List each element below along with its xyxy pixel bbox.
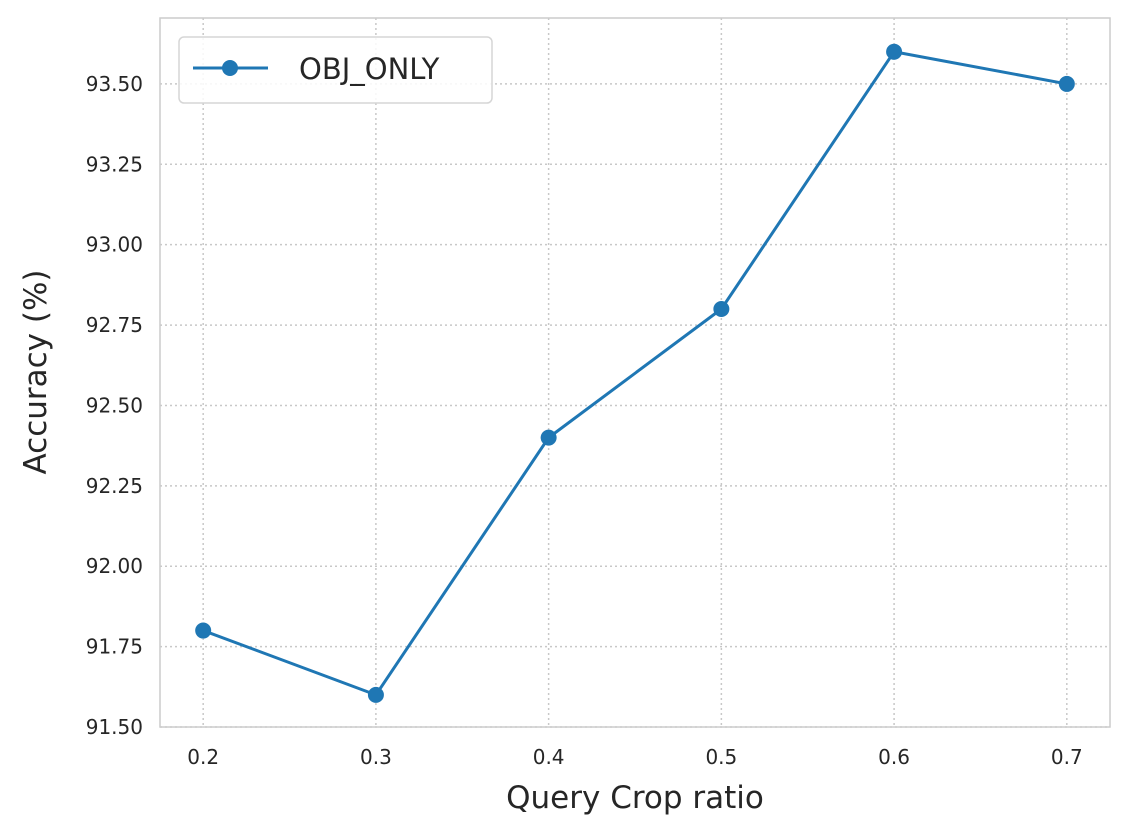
- y-tick-label: 93.25: [86, 152, 143, 176]
- data-point: [540, 429, 557, 446]
- x-tick-label: 0.6: [878, 745, 910, 769]
- y-axis-label: Accuracy (%): [18, 269, 54, 474]
- data-point: [195, 622, 212, 639]
- legend-box: [178, 36, 493, 104]
- x-tick-label: 0.3: [360, 745, 392, 769]
- y-tick-label: 91.75: [86, 635, 143, 659]
- data-marks: [195, 43, 1075, 703]
- legend-marker-swatch: [222, 60, 238, 76]
- plot-frame: [159, 17, 1111, 728]
- x-tick-label: 0.7: [1051, 745, 1083, 769]
- data-point: [1058, 75, 1075, 92]
- x-tick-label: 0.5: [705, 745, 737, 769]
- x-tick-label: 0.2: [187, 745, 219, 769]
- y-tick-label: 92.00: [86, 554, 143, 578]
- series-line: [202, 50, 1068, 697]
- x-tick-label: 0.4: [533, 745, 565, 769]
- data-point: [367, 686, 384, 703]
- legend: OBJ_ONLY: [178, 36, 493, 104]
- y-tick-label: 92.25: [86, 474, 143, 498]
- data-point: [886, 43, 903, 60]
- y-tick-label: 92.75: [86, 313, 143, 337]
- data-point: [713, 300, 730, 317]
- tick-labels: 0.2 0.3 0.4 0.5 0.6 0.7 91.50 91.75 92.00 92.25 92…: [86, 72, 1083, 769]
- y-tick-label: 93.50: [86, 72, 143, 96]
- y-tick-label: 91.50: [86, 715, 143, 739]
- legend-entry-obj-only: OBJ_ONLY: [299, 52, 440, 86]
- y-tick-label: 92.50: [86, 393, 143, 417]
- y-tick-label: 93.00: [86, 233, 143, 257]
- x-axis-label: Query Crop ratio: [506, 780, 764, 816]
